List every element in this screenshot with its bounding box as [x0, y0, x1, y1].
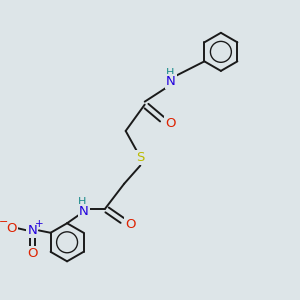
Text: H: H	[77, 197, 86, 207]
Text: N: N	[28, 224, 37, 237]
Text: −: −	[0, 217, 8, 226]
Text: O: O	[7, 222, 17, 235]
Text: H: H	[165, 68, 174, 78]
Text: O: O	[125, 218, 136, 231]
Text: O: O	[27, 248, 38, 260]
Text: S: S	[136, 151, 145, 164]
Text: N: N	[166, 75, 176, 88]
Text: N: N	[79, 205, 88, 218]
Text: +: +	[34, 219, 43, 229]
Text: O: O	[165, 117, 175, 130]
